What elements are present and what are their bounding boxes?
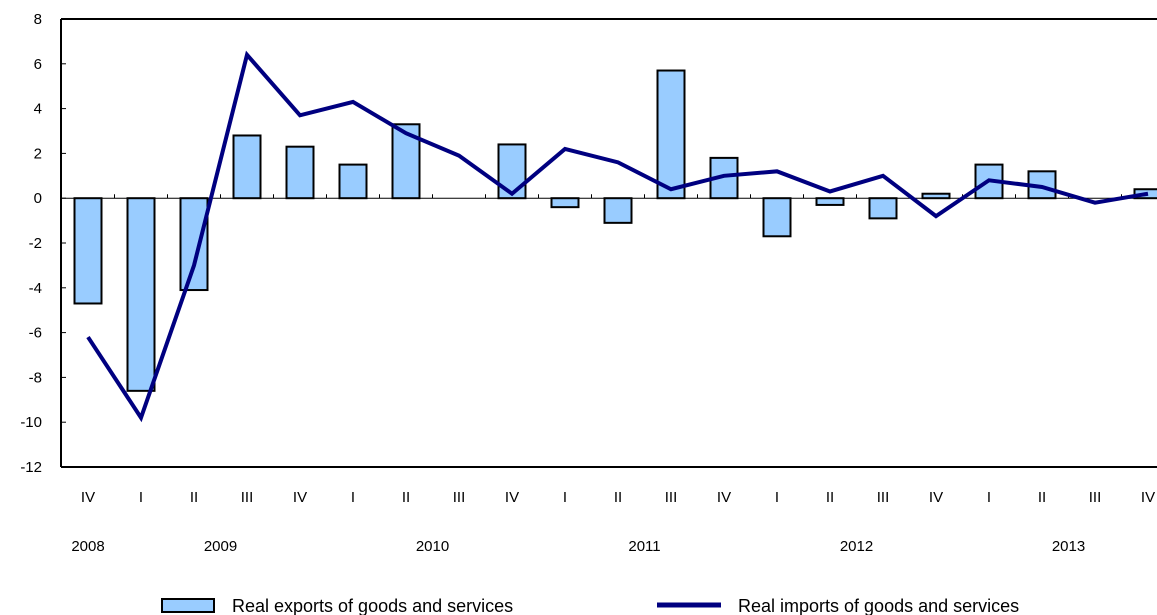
y-tick-labels: 8 6 4 2 0 -2 -4 -6 -8 -10 -12: [20, 11, 42, 476]
bar-exports: [603, 197, 633, 224]
legend-imports-label: Real imports of goods and services: [738, 596, 1019, 615]
year-label: 2012: [840, 538, 873, 555]
x-tick-label: II: [614, 489, 622, 506]
legend-exports-label: Real exports of goods and services: [232, 596, 513, 615]
x-tick-label: II: [1038, 489, 1046, 506]
x-tick-label: II: [190, 489, 198, 506]
x-tick-label: III: [1089, 489, 1102, 506]
x-tick-label: II: [826, 489, 834, 506]
axes-group: [60, 18, 1157, 468]
bars-group: [73, 69, 1157, 392]
y-tick-label: -6: [29, 325, 42, 342]
line-imports: [86, 50, 1149, 423]
y-tick-label: 8: [34, 11, 42, 28]
x-tick-label: III: [241, 489, 254, 506]
x-tick-label: I: [987, 489, 991, 506]
x-tick-label: IV: [1141, 489, 1155, 506]
x-tick-labels: IV I II III IV I II III IV I II III IV I II III IV I II III…: [81, 489, 1155, 506]
bar-exports: [232, 134, 262, 200]
y-tick-label: -8: [29, 369, 42, 386]
line-group: [86, 50, 1149, 423]
bar-exports: [656, 69, 686, 200]
x-tick-label: I: [351, 489, 355, 506]
x-tick-label: II: [402, 489, 410, 506]
x-tick-label: IV: [505, 489, 519, 506]
x-tick-label: IV: [929, 489, 943, 506]
x-tick-label: I: [139, 489, 143, 506]
bar-exports: [285, 145, 315, 200]
y-tick-label: -4: [29, 280, 42, 297]
y-tick-label: 0: [34, 190, 42, 207]
x-tick-label: III: [665, 489, 678, 506]
bar-exports: [921, 192, 951, 200]
x-tick-label: I: [775, 489, 779, 506]
bar-exports: [550, 197, 580, 209]
bar-exports: [497, 143, 527, 200]
year-label: 2010: [416, 538, 449, 555]
y-tick-label: -12: [20, 459, 42, 476]
year-label: 2013: [1052, 538, 1085, 555]
bar-exports: [73, 197, 103, 305]
y-tick-label: 6: [34, 56, 42, 73]
legend: Real exports of goods and services Real …: [161, 596, 1019, 615]
bar-exports: [815, 197, 845, 206]
y-tick-label: 4: [34, 101, 42, 118]
legend-bar-swatch: [161, 598, 215, 613]
bar-exports: [338, 163, 368, 200]
x-tick-label: IV: [717, 489, 731, 506]
bar-exports: [762, 197, 792, 238]
year-label: 2011: [628, 538, 660, 555]
bar-exports: [179, 197, 209, 292]
year-labels: 2008 2009 2010 2011 2012 2013: [71, 538, 1085, 555]
year-label: 2008: [71, 538, 104, 555]
x-tick-label: III: [877, 489, 890, 506]
y-tick-label: 2: [34, 145, 42, 162]
x-tick-label: IV: [293, 489, 307, 506]
x-tick-label: I: [563, 489, 567, 506]
y-tick-label: -10: [20, 414, 42, 431]
bar-exports: [126, 197, 156, 392]
bar-exports: [868, 197, 898, 220]
x-tick-label: III: [453, 489, 466, 506]
year-label: 2009: [204, 538, 237, 555]
y-tick-label: -2: [29, 235, 42, 252]
x-tick-label: IV: [81, 489, 95, 506]
